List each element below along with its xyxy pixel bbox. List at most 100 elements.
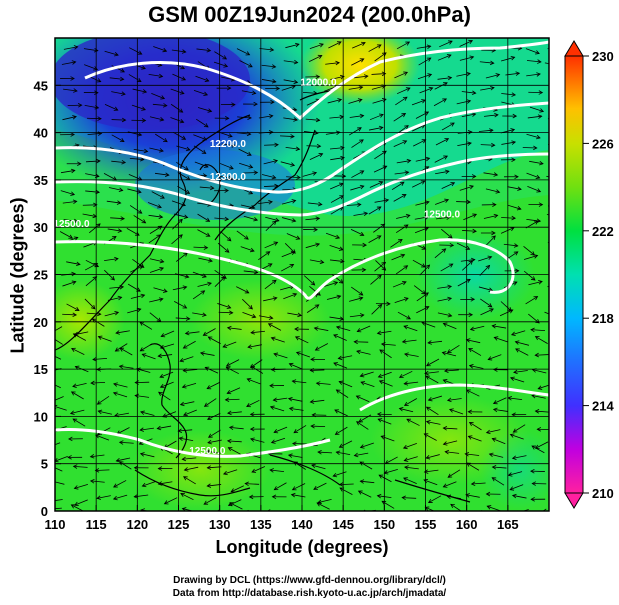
streamline-arrowhead <box>157 466 163 471</box>
streamline-segment <box>152 103 167 107</box>
streamline-arrowhead <box>227 447 233 452</box>
streamline-segment <box>288 454 303 458</box>
streamline-arrowhead <box>224 188 229 193</box>
streamline-arrowhead <box>93 47 99 53</box>
streamline-arrowhead <box>96 495 102 500</box>
streamline-segment <box>228 447 241 455</box>
streamline-segment <box>183 340 196 349</box>
streamline-arrowhead <box>402 96 408 101</box>
streamline-arrowhead <box>292 292 298 298</box>
streamline-arrowhead <box>514 268 520 274</box>
streamline-arrowhead <box>448 40 453 45</box>
colorbar-tick-label: 218 <box>592 311 614 326</box>
streamline-segment <box>447 469 461 478</box>
streamline-arrowhead <box>157 481 163 486</box>
streamline-arrowhead <box>159 148 164 153</box>
streamline-segment <box>428 340 443 344</box>
streamline-arrowhead <box>110 276 115 281</box>
streamline-arrowhead <box>270 367 276 372</box>
streamline-arrowhead <box>513 369 518 375</box>
streamline-segment <box>354 452 369 456</box>
streamline-segment <box>175 317 190 320</box>
streamline-arrowhead <box>510 128 516 133</box>
streamline-arrowhead <box>116 200 122 205</box>
x-tick-label: 135 <box>250 517 272 532</box>
graticule <box>55 38 549 511</box>
streamline-arrowhead <box>250 437 255 442</box>
streamline-segment <box>356 421 369 430</box>
streamline-segment <box>356 395 370 403</box>
streamline-arrowhead <box>182 285 188 290</box>
streamline-segment <box>360 480 375 484</box>
streamline-arrowhead <box>247 344 253 349</box>
contour-labels: 12000.0 12200.0 12300.0 12500.0 12500.0 12500… <box>55 77 460 457</box>
x-tick-label: 120 <box>126 517 148 532</box>
streamline-segment <box>423 479 438 486</box>
streamline-segment <box>184 466 199 471</box>
streamline-segment <box>351 139 364 148</box>
streamline-arrowhead <box>291 486 297 491</box>
streamline-segment <box>55 356 62 360</box>
streamline-arrowhead <box>67 455 72 460</box>
streamline-segment <box>55 326 63 332</box>
streamline-arrowhead <box>359 461 365 466</box>
coastlines <box>55 89 471 503</box>
streamline-arrowhead <box>356 349 361 355</box>
streamline-segment <box>479 61 494 64</box>
streamline-arrowhead <box>51 399 55 403</box>
streamline-arrowhead <box>90 304 96 310</box>
x-tick-label: 125 <box>168 517 190 532</box>
streamline-segment <box>394 171 409 175</box>
streamline-segment <box>447 398 462 401</box>
streamline-segment <box>535 410 549 413</box>
streamline-arrowhead <box>468 348 473 353</box>
streamline-arrowhead <box>405 213 411 219</box>
streamline-arrowhead <box>141 106 146 111</box>
streamline-segment <box>535 441 549 449</box>
streamline-arrowhead <box>427 396 433 402</box>
streamline-arrowhead <box>72 464 78 469</box>
streamline-arrowhead <box>358 85 364 90</box>
streamline-segment <box>222 341 237 348</box>
streamline-segment <box>157 425 172 429</box>
streamline-arrowhead <box>468 39 474 45</box>
streamline-segment <box>283 293 297 300</box>
streamline-segment <box>110 217 125 220</box>
streamline-arrowhead <box>358 291 364 296</box>
streamline-segment <box>329 147 344 150</box>
streamline-segment <box>240 204 255 209</box>
streamline-segment <box>370 274 382 285</box>
streamline-arrowhead <box>359 170 365 175</box>
streamline-segment <box>119 365 134 369</box>
x-tick-label: 140 <box>291 517 313 532</box>
streamline-segment <box>194 161 209 168</box>
streamline-arrowhead <box>511 455 517 460</box>
streamline-arrowhead <box>446 349 452 354</box>
streamline-arrowhead <box>288 362 294 368</box>
streamline-arrowhead <box>141 65 146 70</box>
streamline-segment <box>73 465 88 468</box>
streamline-segment <box>411 124 425 132</box>
streamline-arrowhead <box>359 139 364 144</box>
streamline-segment <box>85 190 100 193</box>
height-contours <box>55 40 549 458</box>
streamline-arrowhead <box>290 250 296 255</box>
streamline-arrowhead <box>160 333 166 338</box>
streamline-arrowhead <box>271 79 277 84</box>
streamline-segment <box>71 348 85 356</box>
streamline-segment <box>349 297 363 302</box>
streamline-arrowhead <box>511 157 516 163</box>
streamline-segment <box>149 147 164 152</box>
streamline-arrowhead <box>405 41 411 46</box>
streamline-segment <box>261 64 276 68</box>
streamline-segment <box>440 263 453 272</box>
streamline-arrowhead <box>72 418 78 423</box>
streamline-arrowhead <box>119 138 125 143</box>
streamline-arrowhead <box>514 340 520 345</box>
streamline-segment <box>281 200 296 205</box>
streamline-segment <box>510 377 525 383</box>
streamline-arrowhead <box>73 236 79 241</box>
streamline-arrowhead <box>119 76 125 82</box>
streamline-arrowhead <box>398 407 404 412</box>
streamline-segment <box>90 480 105 483</box>
